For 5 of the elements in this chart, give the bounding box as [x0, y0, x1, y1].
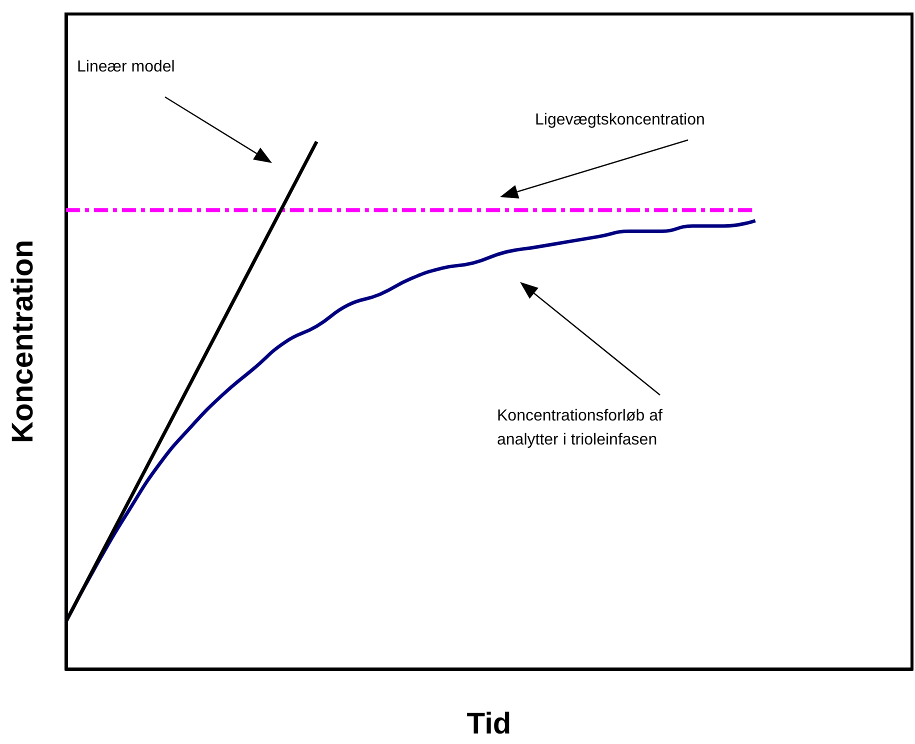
x-axis-title: Tid [466, 708, 512, 740]
text: Lineær model [77, 58, 175, 76]
annotation: Koncentrationsforløb af analytter i trioleinfasen [497, 408, 663, 448]
y-axis-title: Koncentration [6, 240, 40, 444]
text: Ligevægtskoncentration [535, 112, 705, 128]
